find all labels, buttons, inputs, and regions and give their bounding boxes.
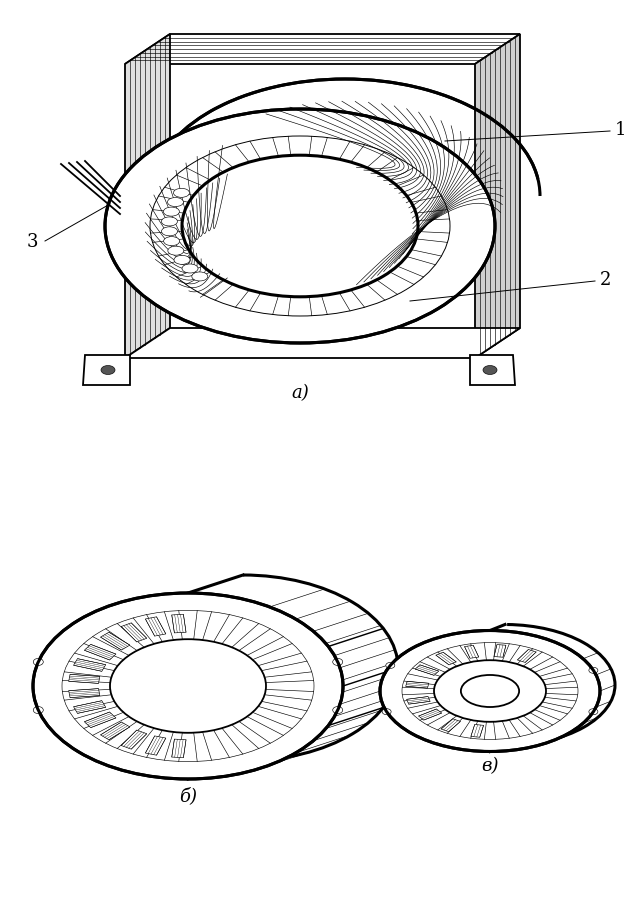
Ellipse shape (192, 272, 208, 281)
Polygon shape (518, 650, 536, 662)
Text: 3: 3 (27, 233, 38, 251)
Ellipse shape (182, 155, 418, 297)
Text: б): б) (179, 787, 197, 805)
Ellipse shape (105, 109, 495, 343)
Ellipse shape (110, 640, 266, 733)
Ellipse shape (33, 593, 343, 779)
Text: 1: 1 (615, 121, 626, 139)
Text: в): в) (481, 757, 499, 776)
Ellipse shape (164, 236, 180, 246)
Polygon shape (436, 652, 456, 665)
Polygon shape (100, 632, 130, 650)
Polygon shape (84, 644, 116, 660)
Ellipse shape (174, 255, 190, 265)
Ellipse shape (434, 660, 546, 722)
Ellipse shape (589, 668, 598, 673)
Polygon shape (406, 681, 429, 689)
Polygon shape (121, 623, 147, 642)
Polygon shape (172, 739, 186, 757)
Polygon shape (73, 659, 105, 671)
Polygon shape (69, 674, 100, 683)
Ellipse shape (164, 207, 180, 217)
Polygon shape (494, 644, 506, 657)
Polygon shape (84, 712, 116, 728)
Ellipse shape (382, 708, 391, 715)
Polygon shape (172, 614, 186, 633)
Ellipse shape (33, 707, 43, 714)
Ellipse shape (162, 226, 178, 236)
Polygon shape (83, 355, 130, 385)
Ellipse shape (162, 217, 178, 226)
Polygon shape (475, 34, 520, 358)
Text: 2: 2 (600, 271, 612, 289)
Polygon shape (470, 355, 515, 385)
Ellipse shape (167, 198, 183, 207)
Ellipse shape (33, 659, 43, 665)
Polygon shape (419, 709, 442, 720)
Polygon shape (406, 697, 430, 704)
Text: а): а) (291, 384, 309, 402)
Polygon shape (146, 617, 166, 636)
Ellipse shape (173, 188, 189, 198)
Polygon shape (100, 722, 130, 740)
Polygon shape (146, 736, 166, 756)
Polygon shape (69, 689, 100, 698)
Polygon shape (415, 665, 439, 675)
Ellipse shape (386, 662, 395, 669)
Polygon shape (125, 34, 520, 64)
Ellipse shape (333, 707, 343, 714)
Polygon shape (465, 645, 479, 659)
Polygon shape (441, 718, 461, 732)
Polygon shape (125, 34, 170, 358)
Ellipse shape (333, 659, 343, 665)
Ellipse shape (101, 365, 115, 374)
Ellipse shape (461, 675, 519, 707)
Polygon shape (121, 730, 147, 749)
Polygon shape (471, 725, 484, 737)
Ellipse shape (483, 365, 497, 374)
Polygon shape (73, 700, 105, 713)
Ellipse shape (380, 631, 600, 751)
Ellipse shape (589, 708, 598, 715)
Ellipse shape (168, 246, 184, 255)
Ellipse shape (182, 264, 198, 273)
Polygon shape (125, 328, 520, 358)
